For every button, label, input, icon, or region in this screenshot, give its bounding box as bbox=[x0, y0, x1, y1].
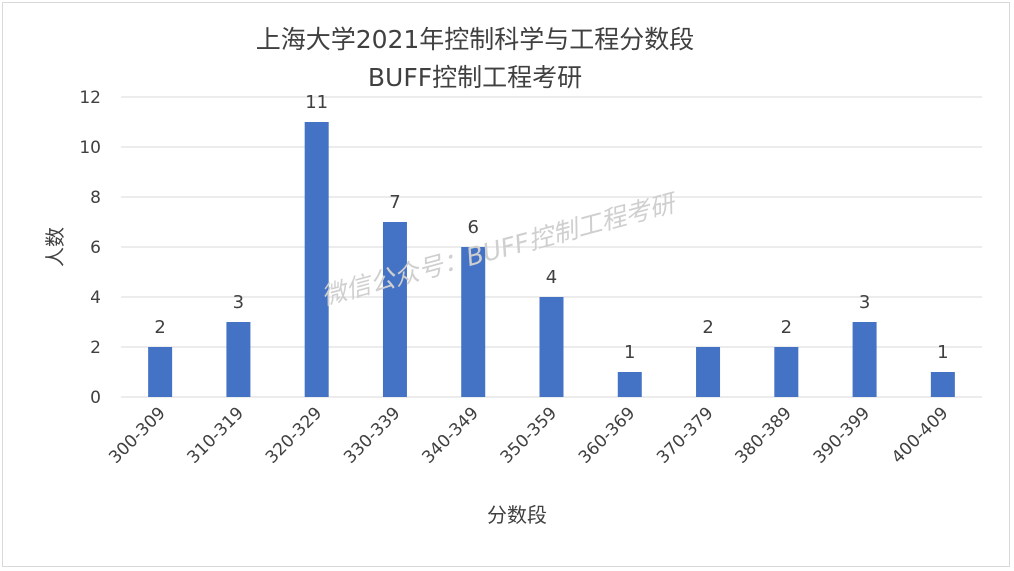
bars bbox=[148, 122, 955, 397]
data-label: 11 bbox=[305, 92, 328, 113]
x-tick-label: 390-399 bbox=[810, 403, 874, 467]
data-label: 4 bbox=[546, 267, 557, 288]
x-tick-label: 310-319 bbox=[184, 403, 248, 467]
x-tick-label: 360-369 bbox=[575, 403, 639, 467]
y-tick-label: 0 bbox=[90, 388, 101, 408]
data-label: 3 bbox=[859, 292, 870, 313]
x-tick-label: 340-349 bbox=[418, 403, 482, 467]
bar bbox=[148, 347, 173, 397]
data-label: 2 bbox=[154, 317, 165, 338]
data-label: 1 bbox=[624, 342, 635, 363]
x-tick-label: 330-339 bbox=[340, 403, 404, 467]
gridlines bbox=[121, 96, 982, 398]
y-axis-label: 人数 bbox=[43, 227, 67, 267]
y-tick-label: 6 bbox=[90, 238, 101, 258]
bar bbox=[617, 372, 642, 397]
data-label: 1 bbox=[937, 342, 948, 363]
bar bbox=[852, 322, 877, 397]
x-tick-label: 350-359 bbox=[497, 403, 561, 467]
y-ticks: 0 2 4 6 8 10 12 bbox=[79, 88, 101, 408]
data-label: 2 bbox=[702, 317, 713, 338]
data-labels: 2 3 11 7 6 4 1 2 2 3 1 bbox=[154, 92, 948, 363]
y-tick-label: 4 bbox=[90, 288, 101, 308]
x-tick-label: 300-309 bbox=[105, 403, 169, 467]
chart-title: 上海大学2021年控制科学与工程分数段 bbox=[256, 25, 695, 54]
y-tick-label: 10 bbox=[79, 138, 101, 158]
bar bbox=[774, 347, 799, 397]
bar bbox=[696, 347, 721, 397]
x-tick-label: 320-329 bbox=[262, 403, 326, 467]
y-tick-label: 8 bbox=[90, 188, 101, 208]
y-tick-label: 12 bbox=[79, 88, 101, 108]
chart-subtitle: BUFF控制工程考研 bbox=[368, 63, 582, 92]
bar bbox=[461, 247, 486, 397]
x-ticks: 300-309 310-319 320-329 330-339 340-349 350-3… bbox=[105, 403, 952, 467]
bar bbox=[304, 122, 329, 397]
y-tick-label: 2 bbox=[90, 338, 101, 358]
data-label: 7 bbox=[389, 192, 400, 213]
watermark: 微信公众号：BUFF控制工程考研 bbox=[318, 188, 681, 311]
data-label: 6 bbox=[468, 217, 479, 238]
x-tick-label: 400-409 bbox=[888, 403, 952, 467]
bar bbox=[226, 322, 251, 397]
x-tick-label: 370-379 bbox=[653, 403, 717, 467]
bar bbox=[382, 222, 407, 397]
data-label: 2 bbox=[781, 317, 792, 338]
x-axis-label: 分数段 bbox=[487, 503, 547, 527]
x-tick-label: 380-389 bbox=[731, 403, 795, 467]
bar bbox=[930, 372, 955, 397]
data-label: 3 bbox=[233, 292, 244, 313]
bar bbox=[539, 297, 564, 397]
